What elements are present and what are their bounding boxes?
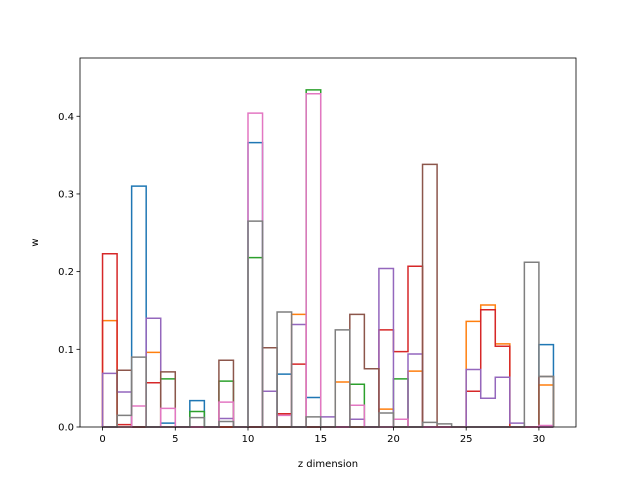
x-tick-label: 5 (172, 434, 178, 445)
y-tick-label: 0.2 (58, 267, 74, 278)
x-tick-label: 20 (387, 434, 400, 445)
y-axis-label: w (30, 238, 41, 246)
y-axis: 0.0 0.1 0.2 0.3 0.4 (58, 112, 80, 434)
y-tick-label: 0.1 (58, 345, 74, 356)
x-axis: 0 5 10 15 20 25 30 (99, 427, 545, 445)
y-tick-label: 0.0 (58, 423, 74, 434)
x-tick-label: 15 (314, 434, 327, 445)
x-tick-label: 0 (99, 434, 105, 445)
x-tick-label: 25 (460, 434, 473, 445)
x-axis-label: z dimension (298, 459, 358, 470)
y-tick-label: 0.4 (58, 112, 74, 123)
x-tick-label: 10 (242, 434, 255, 445)
x-tick-label: 30 (533, 434, 546, 445)
y-tick-label: 0.3 (58, 189, 74, 200)
plot-frame (79, 57, 577, 428)
